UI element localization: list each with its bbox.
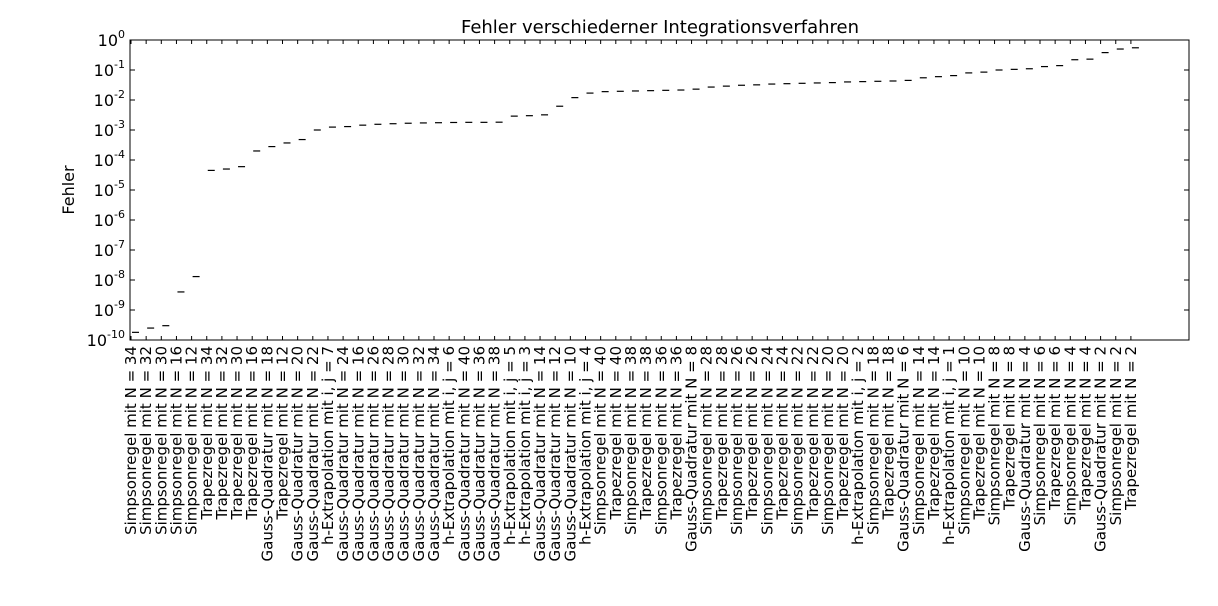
x-tick-label: Trapezregel mit N = 4 <box>1076 346 1094 511</box>
y-tick-label: 10-5 <box>94 178 125 200</box>
x-tick-label: Simpsonregel mit N = 8 <box>986 346 1004 525</box>
x-tick-label: Trapezregel mit N = 36 <box>667 346 685 521</box>
y-tick-label: 10-7 <box>94 238 125 260</box>
x-tick-label: Simpsonregel mit N = 10 <box>955 346 973 535</box>
x-tick-label: Trapezregel mit N = 32 <box>213 346 231 521</box>
x-tick-label: Trapezregel mit N = 40 <box>607 346 625 521</box>
x-tick-label: Gauss-Quadratur mit N = 26 <box>364 346 382 561</box>
x-tick-label: Trapezregel mit N = 16 <box>243 346 261 521</box>
x-tick-label: Simpsonregel mit N = 14 <box>910 346 928 535</box>
y-tick-label: 10-8 <box>94 268 125 290</box>
plot-area <box>129 39 1190 341</box>
x-tick-label: Simpsonregel mit N = 16 <box>167 346 185 535</box>
x-tick-label: Gauss-Quadratur mit N = 2 <box>1092 346 1110 552</box>
x-tick-label: Simpsonregel mit N = 38 <box>622 346 640 535</box>
x-tick-label: Trapezregel mit N = 30 <box>228 346 246 521</box>
x-tick-label: h-Extrapolation mit i, j = 7 <box>319 346 337 545</box>
x-tick-label: Gauss-Quadratur mit N = 20 <box>289 346 307 561</box>
x-tick-label: Trapezregel mit N = 20 <box>834 346 852 521</box>
x-tick-label: Gauss-Quadratur mit N = 40 <box>455 346 473 561</box>
x-tick-label: Gauss-Quadratur mit N = 8 <box>683 346 701 552</box>
x-tick-label: Simpsonregel mit N = 36 <box>652 346 670 535</box>
x-tick-label: Simpsonregel mit N = 4 <box>1061 346 1079 525</box>
x-tick-label: Gauss-Quadratur mit N = 14 <box>531 346 549 561</box>
x-tick-label: Simpsonregel mit N = 22 <box>789 346 807 535</box>
y-tick-label: 10-10 <box>87 328 125 350</box>
x-tick-label: Simpsonregel mit N = 24 <box>758 346 776 535</box>
data-marks <box>132 47 1139 333</box>
x-tick-label: h-Extrapolation mit i, j = 4 <box>577 346 595 545</box>
x-tick-label: h-Extrapolation mit i, j = 3 <box>516 346 534 545</box>
y-axis-label: Fehler <box>59 165 78 215</box>
y-tick-label: 10-2 <box>94 88 125 110</box>
x-tick-label: Trapezregel mit N = 38 <box>637 346 655 521</box>
y-axis: 10-10 10-9 10-8 10-7 10-6 10-5 10-4 10-3 10-2 10-… <box>87 28 1189 350</box>
x-tick-label: Simpsonregel mit N = 32 <box>137 346 155 535</box>
x-tick-label: Trapezregel mit N = 34 <box>198 346 216 521</box>
x-tick-label: Trapezregel mit N = 14 <box>925 346 943 521</box>
x-tick-label: Trapezregel mit N = 26 <box>743 346 761 521</box>
x-tick-label: Trapezregel mit N = 10 <box>970 346 988 521</box>
x-tick-label: Trapezregel mit N = 22 <box>804 346 822 521</box>
y-tick-label: 100 <box>98 28 125 50</box>
x-tick-label: Simpsonregel mit N = 20 <box>819 346 837 535</box>
x-tick-label: Trapezregel mit N = 8 <box>1001 346 1019 511</box>
y-tick-label: 10-9 <box>94 298 125 320</box>
y-tick-label: 10-4 <box>94 148 125 170</box>
x-tick-label: Trapezregel mit N = 18 <box>880 346 898 521</box>
x-tick-label: Gauss-Quadratur mit N = 22 <box>304 346 322 561</box>
x-tick-label: Trapezregel mit N = 2 <box>1122 346 1140 511</box>
x-tick-label: Gauss-Quadratur mit N = 16 <box>349 346 367 561</box>
x-tick-label: h-Extrapolation mit i, j = 2 <box>849 346 867 545</box>
x-tick-label: Gauss-Quadratur mit N = 34 <box>425 346 443 561</box>
x-tick-label: Simpsonregel mit N = 34 <box>122 346 140 535</box>
x-tick-label: Gauss-Quadratur mit N = 36 <box>470 346 488 561</box>
x-tick-label: Simpsonregel mit N = 40 <box>592 346 610 535</box>
x-tick-label: Simpsonregel mit N = 26 <box>728 346 746 535</box>
x-tick-label: Gauss-Quadratur mit N = 28 <box>380 346 398 561</box>
x-tick-label: Gauss-Quadratur mit N = 30 <box>395 346 413 561</box>
x-tick-label: h-Extrapolation mit i, j = 5 <box>501 346 519 545</box>
x-tick-label: h-Extrapolation mit i, j = 6 <box>440 346 458 545</box>
x-tick-label: Simpsonregel mit N = 12 <box>183 346 201 535</box>
x-tick-label: Gauss-Quadratur mit N = 32 <box>410 346 428 561</box>
x-tick-label: Simpsonregel mit N = 28 <box>698 346 716 535</box>
x-tick-label: Simpsonregel mit N = 6 <box>1031 346 1049 525</box>
x-tick-label: Trapezregel mit N = 28 <box>713 346 731 521</box>
x-tick-label: Gauss-Quadratur mit N = 4 <box>1016 346 1034 552</box>
y-tick-label: 10-3 <box>94 118 125 140</box>
x-tick-label: Gauss-Quadratur mit N = 6 <box>895 346 913 552</box>
y-tick-label: 10-1 <box>94 58 125 80</box>
y-tick-label: 10-6 <box>94 208 125 230</box>
chart-title: Fehler verschiederner Integrationsverfah… <box>461 17 859 38</box>
x-tick-label: Simpsonregel mit N = 18 <box>864 346 882 535</box>
x-tick-label: Simpsonregel mit N = 2 <box>1107 346 1125 525</box>
x-tick-label: Gauss-Quadratur mit N = 18 <box>258 346 276 561</box>
x-tick-label: Trapezregel mit N = 24 <box>773 346 791 521</box>
x-tick-label: Trapezregel mit N = 6 <box>1046 346 1064 511</box>
x-tick-label: Gauss-Quadratur mit N = 10 <box>561 346 579 561</box>
x-tick-label: h-Extrapolation mit i, j = 1 <box>940 346 958 545</box>
x-tick-label: Gauss-Quadratur mit N = 38 <box>486 346 504 561</box>
x-tick-label: Gauss-Quadratur mit N = 24 <box>334 346 352 561</box>
x-tick-label: Trapezregel mit N = 12 <box>274 346 292 521</box>
x-tick-label: Simpsonregel mit N = 30 <box>152 346 170 535</box>
x-tick-label: Gauss-Quadratur mit N = 12 <box>546 346 564 561</box>
